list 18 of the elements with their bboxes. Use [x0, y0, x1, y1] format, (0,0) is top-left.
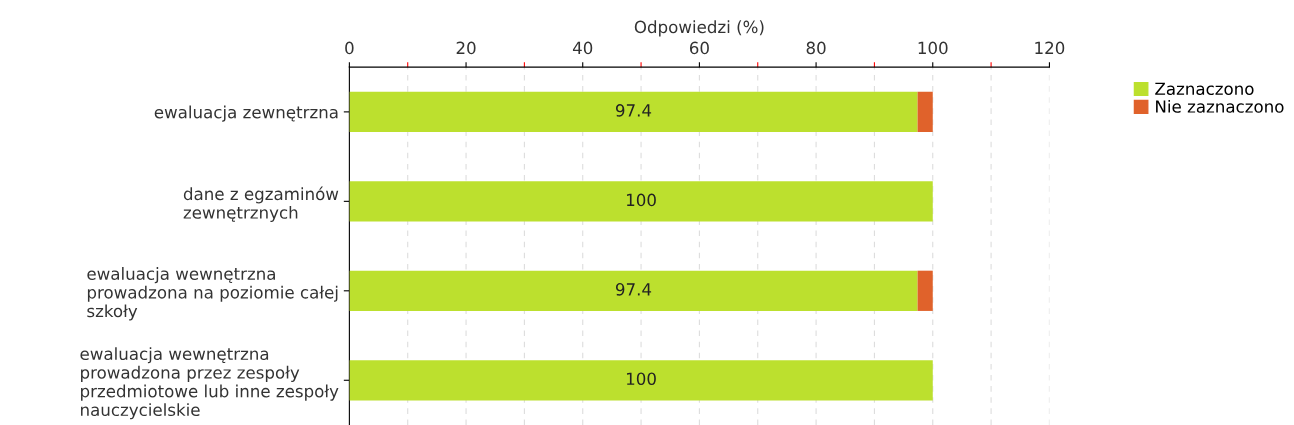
x-tick-label: 40 — [572, 41, 593, 55]
y-tick-label: ewaluacja zewnętrzna — [154, 105, 338, 122]
x-tick-label: 60 — [689, 41, 709, 55]
x-tick-label: 120 — [1035, 41, 1065, 55]
x-tick-label: 20 — [456, 41, 476, 55]
x-tick-label: 80 — [806, 41, 826, 55]
legend-label: Nie zaznaczono — [1156, 99, 1284, 113]
data-label: 100 — [626, 193, 656, 207]
data-label: 100 — [626, 372, 656, 386]
x-tick-label: 100 — [918, 41, 948, 55]
data-label: 97.4 — [615, 104, 652, 117]
data-label: 97.4 — [615, 283, 652, 296]
legend-label: Zaznaczono — [1155, 82, 1254, 96]
y-tick-label: dane z egzaminów zewnętrznych — [183, 186, 339, 223]
x-tick-label: 0 — [345, 41, 354, 55]
y-tick-label: ewaluacja wewnętrzna prowadzona przez zespoły przedmiotowe lub inne zespoły nauczycielskie — [80, 347, 339, 420]
x-axis-title: Odpowiedzi (%) — [634, 20, 764, 37]
y-tick-label: ewaluacja wewnętrzna prowadzona na poziomie całej szkoły — [87, 267, 338, 321]
